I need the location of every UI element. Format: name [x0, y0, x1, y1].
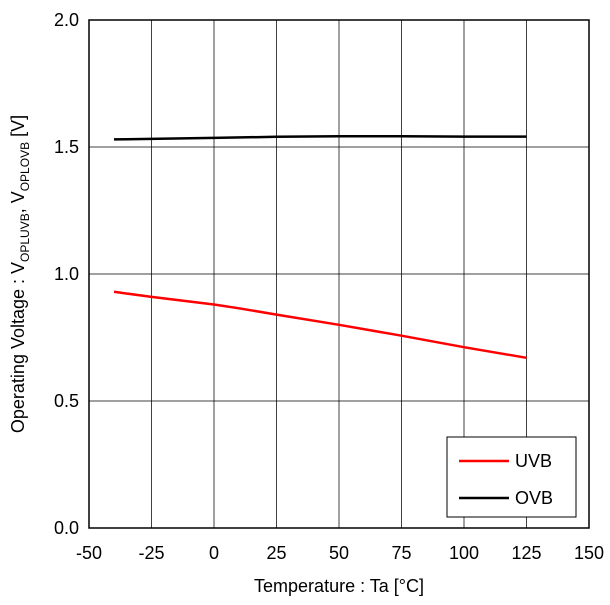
- x-tick-label: 150: [574, 543, 604, 563]
- legend: UVB OVB: [447, 437, 576, 517]
- y-tick-label: 2.0: [54, 10, 79, 30]
- x-tick-label: 25: [266, 543, 286, 563]
- x-tick-label: 75: [391, 543, 411, 563]
- x-tick-labels: -50 -25 0 25 50 75 100 125 150: [76, 543, 604, 563]
- legend-label-ovb: OVB: [515, 488, 553, 508]
- y-axis-title-sub1: OPLUVB: [18, 213, 32, 262]
- legend-label-uvb: UVB: [515, 451, 552, 471]
- y-axis-title-sub2: OPLOVB: [18, 142, 32, 191]
- y-axis-title: Operating Voltage : VOPLUVB, VOPLOVB [V]: [8, 115, 32, 433]
- x-tick-label: -50: [76, 543, 102, 563]
- y-tick-label: 1.0: [54, 264, 79, 284]
- y-tick-label: 0.0: [54, 518, 79, 538]
- x-tick-label: 100: [449, 543, 479, 563]
- series-layer: [114, 136, 527, 357]
- legend-box: [447, 437, 576, 517]
- y-axis-title-prefix: Operating Voltage : V: [8, 262, 28, 433]
- y-tick-label: 0.5: [54, 391, 79, 411]
- x-tick-label: 125: [511, 543, 541, 563]
- series-line-ovb: [114, 136, 527, 139]
- series-line-uvb: [114, 292, 527, 358]
- x-tick-label: 50: [329, 543, 349, 563]
- y-axis-title-sep: , V: [8, 191, 28, 213]
- x-tick-label: 0: [209, 543, 219, 563]
- y-tick-label: 1.5: [54, 137, 79, 157]
- y-tick-labels: 0.0 0.5 1.0 1.5 2.0: [54, 10, 79, 538]
- y-axis-title-suffix: [V]: [8, 115, 28, 142]
- x-axis-title: Temperature : Ta [°C]: [254, 576, 424, 596]
- x-tick-label: -25: [138, 543, 164, 563]
